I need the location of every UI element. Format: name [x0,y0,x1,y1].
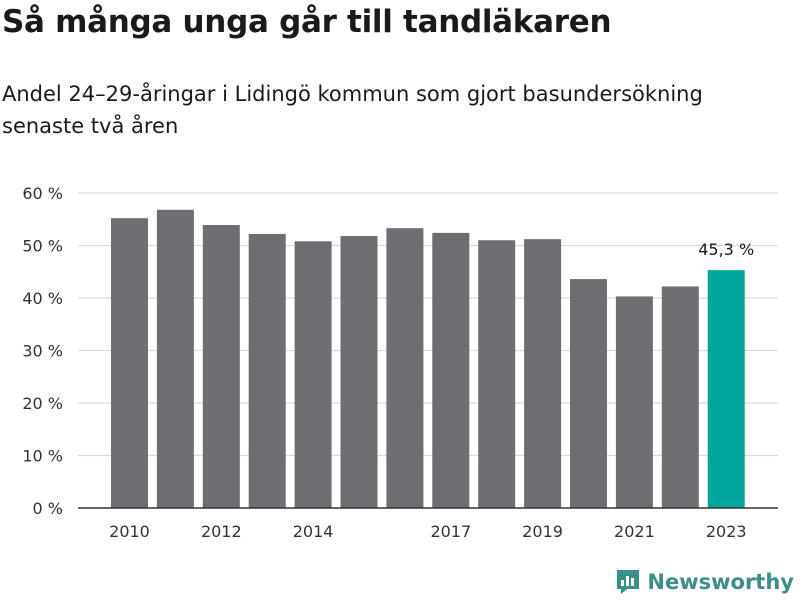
bar [707,270,745,508]
x-tick-label: 2019 [522,522,563,541]
bar [248,233,286,508]
brand-name: Newsworthy [647,570,794,594]
x-tick-label: 2017 [430,522,471,541]
bar [524,239,562,508]
bar [570,279,607,508]
y-tick-label: 30 % [22,342,63,361]
x-tick-label: 2010 [109,522,150,541]
newsworthy-logo: Newsworthy [615,568,794,596]
newsworthy-chart-icon [615,568,641,596]
y-tick-label: 40 % [22,289,63,308]
bar-chart: 0 % 10 % 20 % 30 % 40 % 50 % 60 % 45,3 % 2010 201… [22,184,778,541]
x-tick-label: 2023 [706,522,747,541]
bar [111,218,148,508]
chart-title: Så många unga går till tandläkaren [2,4,612,40]
y-tick-label: 0 % [33,499,63,518]
bar [202,225,240,508]
data-label: 45,3 % [698,240,754,259]
y-tick-label: 50 % [22,237,63,256]
y-tick-label: 10 % [22,447,63,466]
x-tick-label: 2012 [201,522,242,541]
bar [386,228,424,509]
x-tick-label: 2014 [293,522,334,541]
bar [661,286,699,508]
bar [615,296,653,508]
bar [156,209,194,509]
bar [340,236,378,509]
bar [294,241,332,509]
bar [478,240,516,508]
chart-subtitle: Andel 24–29-åringar i Lidingö kommun som… [2,82,703,138]
y-tick-label: 20 % [22,394,63,413]
bar [432,232,470,508]
y-tick-label: 60 % [22,184,63,203]
x-tick-label: 2021 [614,522,655,541]
